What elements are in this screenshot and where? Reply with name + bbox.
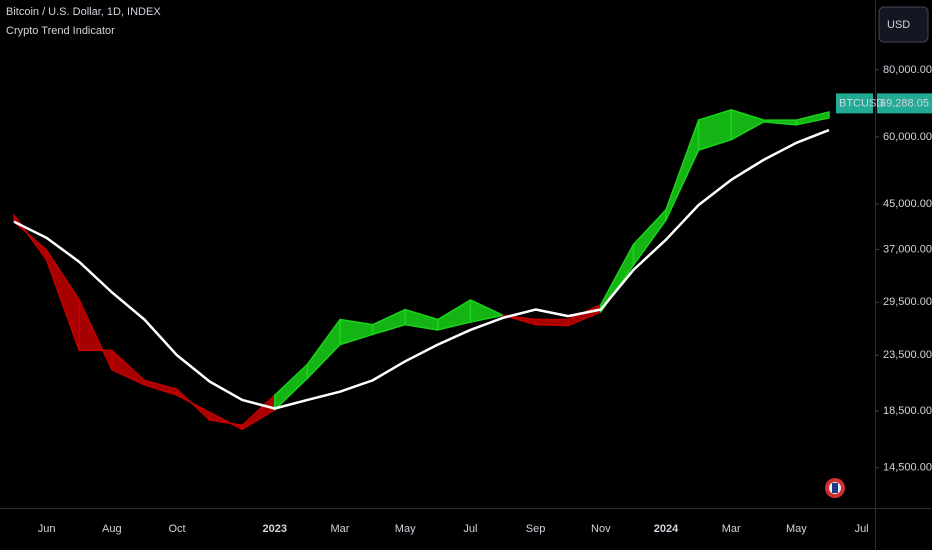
band-segment — [534, 318, 569, 327]
x-tick-label: 2024 — [654, 523, 679, 535]
x-tick-label: Sep — [526, 523, 546, 535]
band-segment — [13, 214, 48, 261]
band-segment — [665, 119, 700, 221]
band-segment — [208, 411, 243, 431]
band-segment — [78, 299, 113, 371]
band-segment — [143, 379, 178, 396]
x-tick-label: Jul — [463, 523, 477, 535]
band-segment — [469, 299, 504, 323]
flag-icon — [825, 478, 845, 498]
band-segment — [763, 119, 798, 126]
currency-button[interactable] — [878, 6, 929, 43]
x-tick-label: May — [786, 523, 807, 535]
band-segment — [730, 109, 765, 141]
y-tick-label: 23,500.00 — [883, 349, 932, 361]
x-tick-label: Jul — [855, 523, 869, 535]
y-tick-label: 80,000.00 — [883, 64, 932, 76]
x-tick-label: May — [395, 523, 416, 535]
band-segment — [45, 249, 80, 352]
x-tick-label: Nov — [591, 523, 611, 535]
symbol-label: BTCUSD — [839, 97, 884, 109]
symbol-title: Bitcoin / U.S. Dollar, 1D, INDEX — [6, 6, 161, 18]
currency-label[interactable]: USD — [887, 19, 910, 31]
y-tick-label: 37,000.00 — [883, 243, 932, 255]
indicator-name: Crypto Trend Indicator — [6, 25, 115, 37]
y-tick-label: 29,500.00 — [883, 296, 932, 308]
band-segment — [371, 308, 406, 336]
y-tick-label: 45,000.00 — [883, 198, 932, 210]
band-segment — [111, 349, 146, 386]
y-tick-label: 18,500.00 — [883, 405, 932, 417]
band-segment — [795, 111, 830, 126]
price-label: 69,288.05 — [880, 97, 929, 109]
band-segment — [632, 208, 667, 266]
band-segment — [697, 109, 732, 151]
x-tick-label: Mar — [722, 523, 741, 535]
y-tick-label: 14,500.00 — [883, 462, 932, 474]
trend-line — [13, 128, 830, 410]
x-tick-label: Oct — [168, 523, 185, 535]
band-segment — [437, 299, 472, 331]
x-tick-label: 2023 — [263, 523, 287, 535]
band-segment — [306, 318, 341, 379]
band-segment — [339, 318, 374, 346]
band-segment — [176, 388, 211, 421]
symbol-marker — [836, 93, 873, 114]
price-marker — [877, 93, 932, 114]
band-segment — [404, 308, 439, 331]
x-tick-label: Aug — [102, 523, 122, 535]
y-tick-label: 60,000.00 — [883, 131, 932, 143]
x-tick-label: Mar — [331, 523, 350, 535]
x-tick-label: Jun — [38, 523, 56, 535]
